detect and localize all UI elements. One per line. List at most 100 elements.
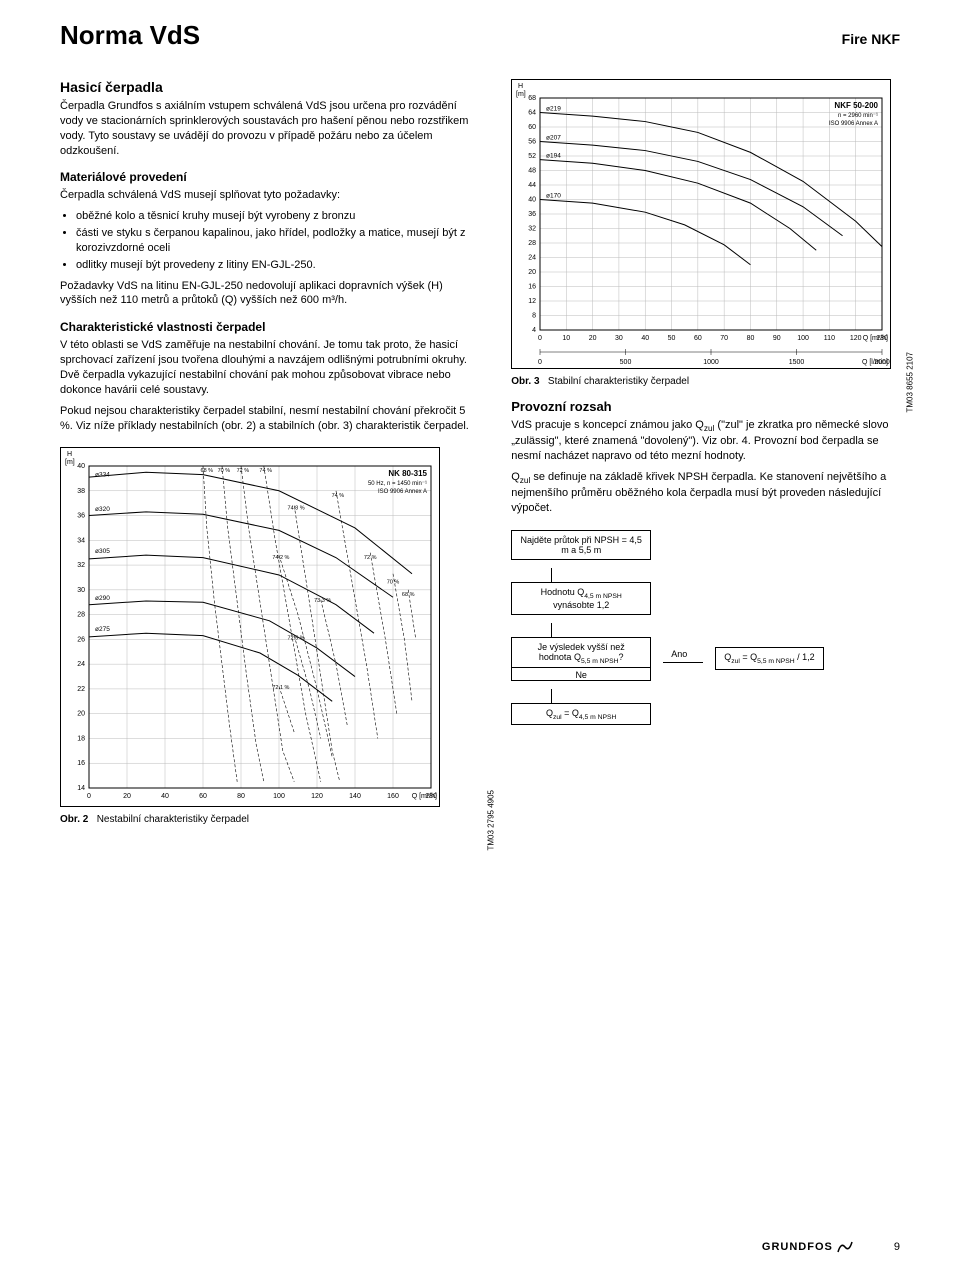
svg-text:80: 80 (237, 793, 245, 800)
svg-text:74 %: 74 % (259, 469, 272, 475)
fig2-label: Obr. 2 (60, 814, 88, 825)
svg-text:140: 140 (349, 793, 361, 800)
svg-text:ø194: ø194 (546, 153, 561, 160)
svg-text:ø207: ø207 (546, 135, 561, 142)
operating-range-p1: VdS pracuje s koncepcí známou jako Qzul … (511, 418, 900, 464)
svg-text:[m]: [m] (516, 91, 526, 98)
svg-text:4: 4 (532, 327, 536, 334)
svg-text:90: 90 (773, 335, 781, 342)
flowchart: Najděte průtok při NPSH = 4,5 m a 5,5 m … (511, 530, 900, 733)
svg-text:74.8 %: 74.8 % (288, 506, 305, 512)
page-footer: GRUNDFOS 9 (60, 1240, 900, 1254)
flow-box-2: Hodnotu Q4,5 m NPSH vynásobte 1,2 (511, 582, 651, 615)
svg-text:ø290: ø290 (95, 596, 110, 603)
svg-text:24: 24 (528, 255, 536, 262)
svg-text:[m]: [m] (65, 459, 75, 466)
svg-text:20: 20 (528, 269, 536, 276)
brand-logo: GRUNDFOS (762, 1240, 854, 1254)
characteristics-p2: Pokud nejsou charakteristiky čerpadel st… (60, 404, 481, 434)
svg-text:110: 110 (824, 335, 835, 342)
svg-text:100: 100 (273, 793, 285, 800)
svg-text:ø320: ø320 (95, 506, 110, 513)
svg-text:40: 40 (161, 793, 169, 800)
svg-text:36: 36 (528, 211, 536, 218)
svg-text:74.2 %: 74.2 % (272, 555, 289, 561)
svg-text:ø334: ø334 (95, 472, 110, 479)
chart3-wrapper: 0102030405060708090100110120130481216202… (511, 79, 900, 372)
list-item: oběžné kolo a těsnicí kruhy musejí být v… (76, 209, 481, 224)
svg-text:74 %: 74 % (332, 493, 345, 499)
flow-no-label: Ne (512, 667, 650, 680)
svg-text:50 Hz, n = 1450 min⁻¹: 50 Hz, n = 1450 min⁻¹ (368, 481, 427, 487)
fig3-text: Stabilní charakteristiky čerpadel (548, 376, 689, 387)
svg-text:30: 30 (77, 587, 85, 594)
page-number: 9 (894, 1241, 900, 1253)
svg-text:32: 32 (528, 226, 536, 233)
svg-text:160: 160 (387, 793, 399, 800)
svg-text:1500: 1500 (789, 359, 805, 366)
svg-text:0: 0 (538, 359, 542, 366)
svg-text:40: 40 (642, 335, 650, 342)
chart3-code: TM03 8655 2107 (905, 352, 914, 413)
svg-text:60: 60 (694, 335, 702, 342)
svg-text:70 %: 70 % (218, 469, 231, 475)
svg-text:8: 8 (532, 313, 536, 320)
svg-text:n = 2960 min⁻¹: n = 2960 min⁻¹ (838, 113, 878, 119)
svg-text:14: 14 (77, 785, 85, 792)
svg-text:38: 38 (77, 488, 85, 495)
svg-text:H: H (518, 83, 523, 90)
svg-text:Q [l/min]: Q [l/min] (862, 359, 888, 366)
svg-text:72 %: 72 % (237, 469, 250, 475)
svg-text:28: 28 (528, 240, 536, 247)
svg-text:0: 0 (538, 335, 542, 342)
svg-text:10: 10 (563, 335, 571, 342)
list-item: části ve styku s čerpanou kapalinou, jak… (76, 226, 481, 256)
svg-text:20: 20 (123, 793, 131, 800)
svg-text:NKF 50-200: NKF 50-200 (835, 101, 879, 110)
svg-text:80: 80 (747, 335, 755, 342)
requirements-list: oběžné kolo a těsnicí kruhy musejí být v… (60, 209, 481, 272)
main-columns: Hasicí čerpadla Čerpadla Grundfos s axiá… (60, 79, 900, 825)
svg-text:68 %: 68 % (201, 469, 214, 475)
svg-text:Q [m³/h]: Q [m³/h] (412, 793, 437, 800)
svg-text:ø170: ø170 (546, 193, 561, 200)
chart3: 0102030405060708090100110120130481216202… (511, 79, 891, 369)
requirements-paragraph: Požadavky VdS na litinu EN-GJL-250 nedov… (60, 279, 481, 309)
operating-range-p2: Qzul se definuje na základě křivek NPSH … (511, 470, 900, 516)
material-heading: Materiálové provedení (60, 170, 481, 184)
chart2-code: TM03 2795 4905 (486, 790, 495, 851)
svg-text:28: 28 (77, 612, 85, 619)
chart2-wrapper: 0204060801001201401601801416182022242628… (60, 447, 481, 810)
svg-text:68 %: 68 % (402, 592, 415, 598)
svg-text:68: 68 (528, 95, 536, 102)
svg-text:36: 36 (77, 513, 85, 520)
flow-box-1: Najděte průtok při NPSH = 4,5 m a 5,5 m (511, 530, 651, 560)
svg-text:ø305: ø305 (95, 549, 110, 556)
flow-box-3: Je výsledek vyšší než hodnota Q5,5 m NPS… (511, 637, 651, 681)
flow-yes-label: Ano (671, 649, 687, 659)
fig2-text: Nestabilní charakteristiky čerpadel (97, 814, 249, 825)
svg-text:16: 16 (77, 761, 85, 768)
svg-text:26: 26 (77, 637, 85, 644)
svg-text:ISO 9906 Annex A: ISO 9906 Annex A (378, 489, 427, 495)
svg-text:34: 34 (77, 538, 85, 545)
page-header: Norma VdS Fire NKF (60, 20, 900, 51)
svg-text:ISO 9906 Annex A: ISO 9906 Annex A (829, 121, 878, 127)
svg-text:60: 60 (199, 793, 207, 800)
svg-text:ø219: ø219 (546, 106, 561, 113)
svg-text:50: 50 (668, 335, 676, 342)
svg-text:52: 52 (528, 153, 536, 160)
svg-text:12: 12 (528, 298, 536, 305)
svg-text:24: 24 (77, 661, 85, 668)
operating-range-heading: Provozní rozsah (511, 399, 900, 414)
fig3-caption: Obr. 3 Stabilní charakteristiky čerpadel (511, 376, 900, 387)
fig2-caption: Obr. 2 Nestabilní charakteristiky čerpad… (60, 814, 481, 825)
svg-text:72 %: 72 % (364, 555, 377, 561)
fig3-label: Obr. 3 (511, 376, 539, 387)
svg-text:120: 120 (850, 335, 862, 342)
page-title: Norma VdS (60, 20, 200, 51)
svg-text:56: 56 (528, 139, 536, 146)
svg-text:16: 16 (528, 284, 536, 291)
svg-text:20: 20 (77, 711, 85, 718)
svg-text:60: 60 (528, 124, 536, 131)
